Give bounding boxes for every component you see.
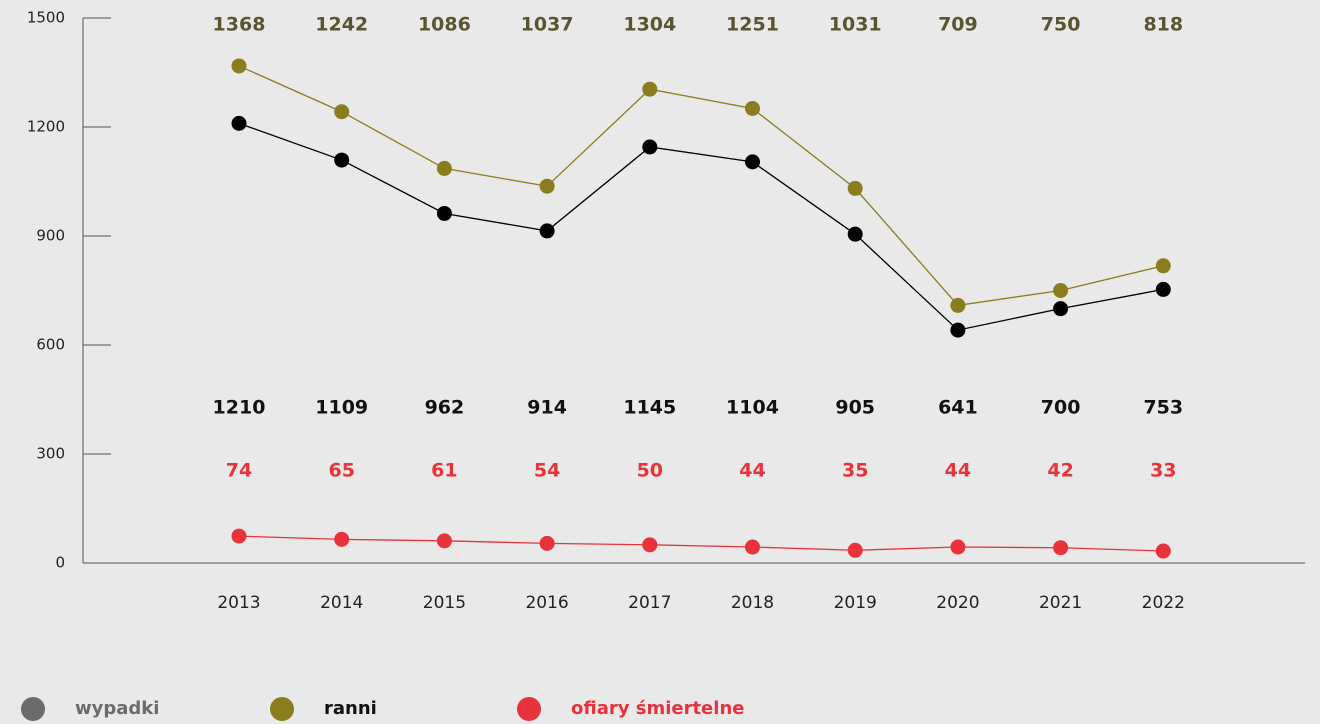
data-label: 1368 [213,14,266,36]
data-label: 1031 [829,14,882,36]
y-tick-label: 300 [36,445,65,463]
data-label: 1210 [213,397,266,419]
data-label: 74 [226,460,252,482]
data-label: 44 [945,460,971,482]
point [334,104,350,120]
point [436,160,452,176]
point [1053,283,1069,298]
data-label: 962 [425,397,465,419]
point [745,539,760,555]
data-label: 753 [1143,397,1183,419]
data-label: 1086 [418,14,471,36]
point [847,542,863,558]
point [950,322,966,338]
data-label: 1104 [726,397,779,419]
legend-marker [21,697,45,721]
point [1053,301,1069,317]
point [642,139,658,155]
data-label: 1251 [726,14,779,36]
point [539,178,555,194]
point [231,58,247,74]
data-label: 1304 [623,14,676,36]
legend-label: ofiary śmiertelne [571,698,744,719]
data-label: 1037 [521,14,574,36]
point [642,81,658,97]
point [847,226,863,242]
data-label: 641 [938,397,978,419]
data-label: 709 [938,14,978,36]
x-tick-label: 2021 [1039,593,1082,613]
point [231,115,247,131]
legend-marker [270,697,294,721]
point [539,535,555,551]
y-tick-label: 0 [55,554,65,572]
line [238,65,1164,307]
data-label: 914 [527,397,567,419]
point [745,154,760,170]
line [238,122,1164,331]
point [950,539,966,555]
data-label: 54 [534,460,560,482]
point [642,537,658,553]
y-tick-label: 1500 [27,9,65,27]
data-label: 1242 [315,14,368,36]
point [436,205,452,221]
line [238,535,1164,552]
point [539,223,555,239]
data-label: 905 [835,397,875,419]
legend-marker [517,697,541,721]
data-label: 44 [739,460,765,482]
y-tick-label: 900 [36,227,65,245]
point [231,528,247,544]
point [334,531,350,547]
point [1155,543,1171,559]
data-label: 35 [842,460,868,482]
x-tick-label: 2016 [525,593,568,613]
data-label: 65 [328,460,354,482]
x-tick-label: 2013 [217,593,260,613]
data-label: 700 [1041,397,1081,419]
x-tick-label: 2014 [320,593,363,613]
x-tick-label: 2018 [731,593,774,613]
point [745,100,760,116]
point [847,180,863,196]
data-label: 61 [431,460,457,482]
data-label: 1145 [623,397,676,419]
data-label: 33 [1150,460,1176,482]
legend-label: wypadki [75,698,159,719]
data-label: 750 [1041,14,1081,36]
legend-label: ranni [324,698,377,719]
point [1155,258,1171,274]
x-tick-label: 2019 [834,593,877,613]
x-tick-label: 2017 [628,593,671,613]
y-tick-label: 1200 [27,118,65,136]
point [1053,540,1069,556]
point [1155,281,1171,297]
point [436,533,452,549]
data-label: 50 [637,460,663,482]
y-tick-label: 600 [36,336,65,354]
data-label: 818 [1143,14,1183,36]
x-tick-label: 2015 [423,593,466,613]
data-label: 42 [1047,460,1073,482]
point [334,152,350,168]
point [950,297,966,313]
data-label: 1109 [315,397,368,419]
x-tick-label: 2020 [936,593,979,613]
x-tick-label: 2022 [1142,593,1185,613]
